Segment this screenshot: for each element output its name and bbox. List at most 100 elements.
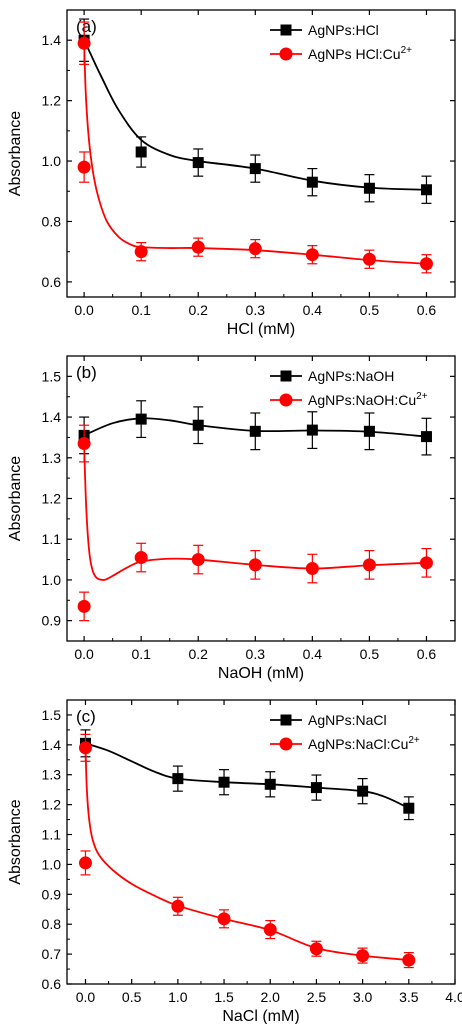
data-point <box>135 146 147 158</box>
y-axis-label: Absorbance <box>7 456 24 541</box>
series-line <box>83 43 427 265</box>
legend: AgNPs:NaCl AgNPs:NaCl:Cu2+ <box>270 712 420 752</box>
y-tick-label: 1.5 <box>42 707 62 723</box>
x-tick-label: 0.0 <box>74 646 94 662</box>
y-tick-label: 1.3 <box>42 767 62 783</box>
y-tick-label: 1.2 <box>42 797 62 813</box>
data-point <box>191 553 205 567</box>
y-tick-label: 1.4 <box>42 409 62 425</box>
legend-label-text: AgNPs:NaOH:Cu <box>308 392 416 408</box>
data-point <box>420 184 432 196</box>
data-point <box>192 419 204 431</box>
data-point <box>172 773 184 785</box>
data-point <box>77 160 91 174</box>
data-point <box>218 776 230 788</box>
y-tick-label: 1.0 <box>42 153 62 169</box>
data-point <box>362 558 376 572</box>
y-tick-label: 1.2 <box>42 93 62 109</box>
y-tick-label: 0.7 <box>42 946 62 962</box>
x-tick-label: 0.3 <box>246 646 266 662</box>
data-point <box>420 431 432 443</box>
series-1 <box>78 733 416 969</box>
y-tick-label: 1.0 <box>42 572 62 588</box>
chart-panel-2: 0.0 0.5 1.0 1.5 2.0 2.5 3.0 3.5 4.0 0.6 0.7 0.8 0.9 1… <box>7 699 462 1024</box>
y-tick-label: 1.2 <box>42 491 62 507</box>
legend-label: AgNPs:NaCl:Cu2+ <box>308 735 420 752</box>
y-tick-label: 0.9 <box>42 613 62 629</box>
y-tick-label: 1.3 <box>42 450 62 466</box>
legend-marker <box>280 370 292 382</box>
plot-frame <box>66 9 456 298</box>
x-tick-label: 0.6 <box>417 302 437 318</box>
data-point <box>403 802 415 814</box>
x-tick-label: 2.0 <box>261 989 281 1005</box>
panel-label: (a) <box>76 17 97 36</box>
y-tick-label: 1.4 <box>42 737 62 753</box>
data-point <box>363 425 375 437</box>
plot-area <box>77 18 433 274</box>
chart-panel-0: 0.0 0.1 0.2 0.3 0.4 0.5 0.6 0.6 0.8 1.0 1.2 1.4 HCl … <box>7 9 456 338</box>
x-axis-label: HCl (mM) <box>227 321 295 338</box>
plot-area <box>77 400 433 622</box>
data-point <box>263 923 277 937</box>
series-0 <box>78 400 432 456</box>
data-point <box>77 599 91 613</box>
data-point <box>248 242 262 256</box>
x-tick-label: 0.5 <box>122 989 142 1005</box>
legend: AgNPs:HCl AgNPs HCl:Cu2+ <box>270 22 412 62</box>
x-tick-label: 1.5 <box>214 989 234 1005</box>
x-tick-label: 0.0 <box>74 302 94 318</box>
series-line <box>85 742 410 810</box>
x-tick-label: 1.0 <box>168 989 188 1005</box>
y-tick-label: 1.1 <box>42 827 62 843</box>
x-tick-label: 4.0 <box>445 989 462 1005</box>
data-point <box>77 437 91 451</box>
legend-marker <box>279 393 293 407</box>
data-point <box>248 558 262 572</box>
y-tick-label: 1.1 <box>42 531 62 547</box>
x-tick-label: 0.3 <box>246 302 266 318</box>
data-point <box>402 953 416 967</box>
y-tick-label: 0.8 <box>42 213 62 229</box>
legend-label-superscript: 2+ <box>401 45 413 56</box>
x-tick-label: 0.2 <box>189 646 209 662</box>
data-point <box>419 257 433 271</box>
data-point <box>264 778 276 790</box>
series-line <box>83 39 427 191</box>
data-point <box>306 176 318 188</box>
legend-label: AgNPs:HCl <box>308 22 379 38</box>
x-tick-label: 3.0 <box>353 989 373 1005</box>
data-point <box>305 248 319 262</box>
x-tick-label: 0.1 <box>131 302 151 318</box>
panel-label: (c) <box>76 707 96 726</box>
legend-label-superscript: 2+ <box>416 391 428 402</box>
y-tick-label: 0.9 <box>42 886 62 902</box>
data-point <box>77 36 91 50</box>
y-axis-label: Absorbance <box>7 111 24 196</box>
x-axis-label: NaOH (mM) <box>218 665 304 682</box>
data-point <box>249 425 261 437</box>
data-point <box>362 252 376 266</box>
y-tick-label: 0.6 <box>42 976 62 992</box>
data-point <box>171 899 185 913</box>
series-1 <box>77 424 433 622</box>
data-point <box>249 163 261 175</box>
data-point <box>191 240 205 254</box>
data-point <box>78 741 92 755</box>
data-point <box>306 424 318 436</box>
data-point <box>78 856 92 870</box>
legend-label: AgNPs:NaCl <box>308 712 387 728</box>
data-point <box>134 551 148 565</box>
legend-marker <box>280 714 292 726</box>
data-point <box>134 245 148 259</box>
legend-label: AgNPs:NaOH <box>308 368 394 384</box>
legend-marker <box>279 737 293 751</box>
data-point <box>309 942 323 956</box>
series-line <box>83 443 427 581</box>
data-point <box>192 157 204 169</box>
legend-label: AgNPs HCl:Cu2+ <box>308 45 412 62</box>
x-tick-label: 0.4 <box>303 302 323 318</box>
data-point <box>217 912 231 926</box>
x-tick-label: 0.5 <box>360 646 380 662</box>
